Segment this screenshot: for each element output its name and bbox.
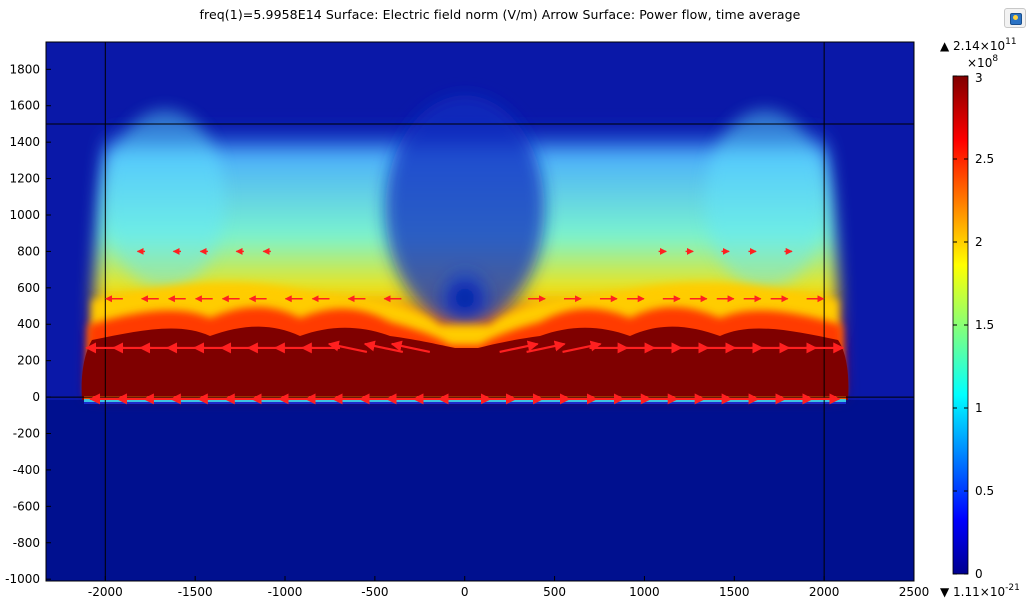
colorbar-min-label: ▼ 1.11×10-21 <box>940 583 1020 599</box>
power-flow-arrow <box>562 340 602 353</box>
x-tick-label: 2000 <box>809 585 840 599</box>
y-tick-label: 1200 <box>9 172 40 186</box>
colorbar-tick-label: 0.5 <box>975 484 994 498</box>
colorbar-tick-label: 2 <box>975 235 983 249</box>
comsol-logo-icon[interactable] <box>1004 8 1026 28</box>
power-flow-arrow <box>499 340 539 353</box>
x-tick-label: -1000 <box>268 585 303 599</box>
y-tick-label: -400 <box>13 463 40 477</box>
y-tick-label: 1800 <box>9 62 40 76</box>
y-tick-label: 1400 <box>9 135 40 149</box>
y-tick-label: 800 <box>17 244 40 258</box>
y-tick-label: 1600 <box>9 99 40 113</box>
x-tick-label: 0 <box>461 585 469 599</box>
x-tick-label: -1500 <box>178 585 213 599</box>
y-tick-label: -200 <box>13 427 40 441</box>
y-tick-label: 200 <box>17 354 40 368</box>
x-tick-label: 500 <box>543 585 566 599</box>
x-axis: -2000 -1500 -1000 -500 0 500 1000 1500 2000 2500 <box>88 576 929 599</box>
y-tick-label: 400 <box>17 317 40 331</box>
power-flow-arrow <box>327 340 368 353</box>
y-tick-label: 0 <box>32 390 40 404</box>
x-tick-label: -2000 <box>88 585 123 599</box>
power-flow-arrow <box>526 340 566 353</box>
plot-frame <box>45 41 915 582</box>
colorbar-tick-label: 1.5 <box>975 318 994 332</box>
y-tick-label: 1000 <box>9 208 40 222</box>
colorbar-tick-label: 0 <box>975 567 983 581</box>
colorbar-tick-label: 1 <box>975 401 983 415</box>
y-tick-label: -600 <box>13 499 40 513</box>
colorbar-max-label: ▲ 2.14×1011 <box>940 37 1017 53</box>
x-tick-label: 1000 <box>629 585 660 599</box>
colorbar-tick-label: 2.5 <box>975 152 994 166</box>
colorbar-multiplier: ×108 <box>967 54 998 70</box>
y-tick-label: -1000 <box>5 572 40 586</box>
y-tick-label: -800 <box>13 536 40 550</box>
colorbar-tick-label: 3 <box>975 71 983 85</box>
x-tick-label: -500 <box>361 585 388 599</box>
y-tick-label: 600 <box>17 281 40 295</box>
plot-area <box>46 42 914 581</box>
plot-title: freq(1)=5.9958E14 Surface: Electric fiel… <box>199 7 801 22</box>
x-tick-label: 1500 <box>719 585 750 599</box>
power-flow-arrow <box>390 340 431 353</box>
x-tick-label: 2500 <box>899 585 930 599</box>
y-axis: -1000 -800 -600 -400 -200 0 200 400 600 800 1000 12… <box>5 62 51 586</box>
